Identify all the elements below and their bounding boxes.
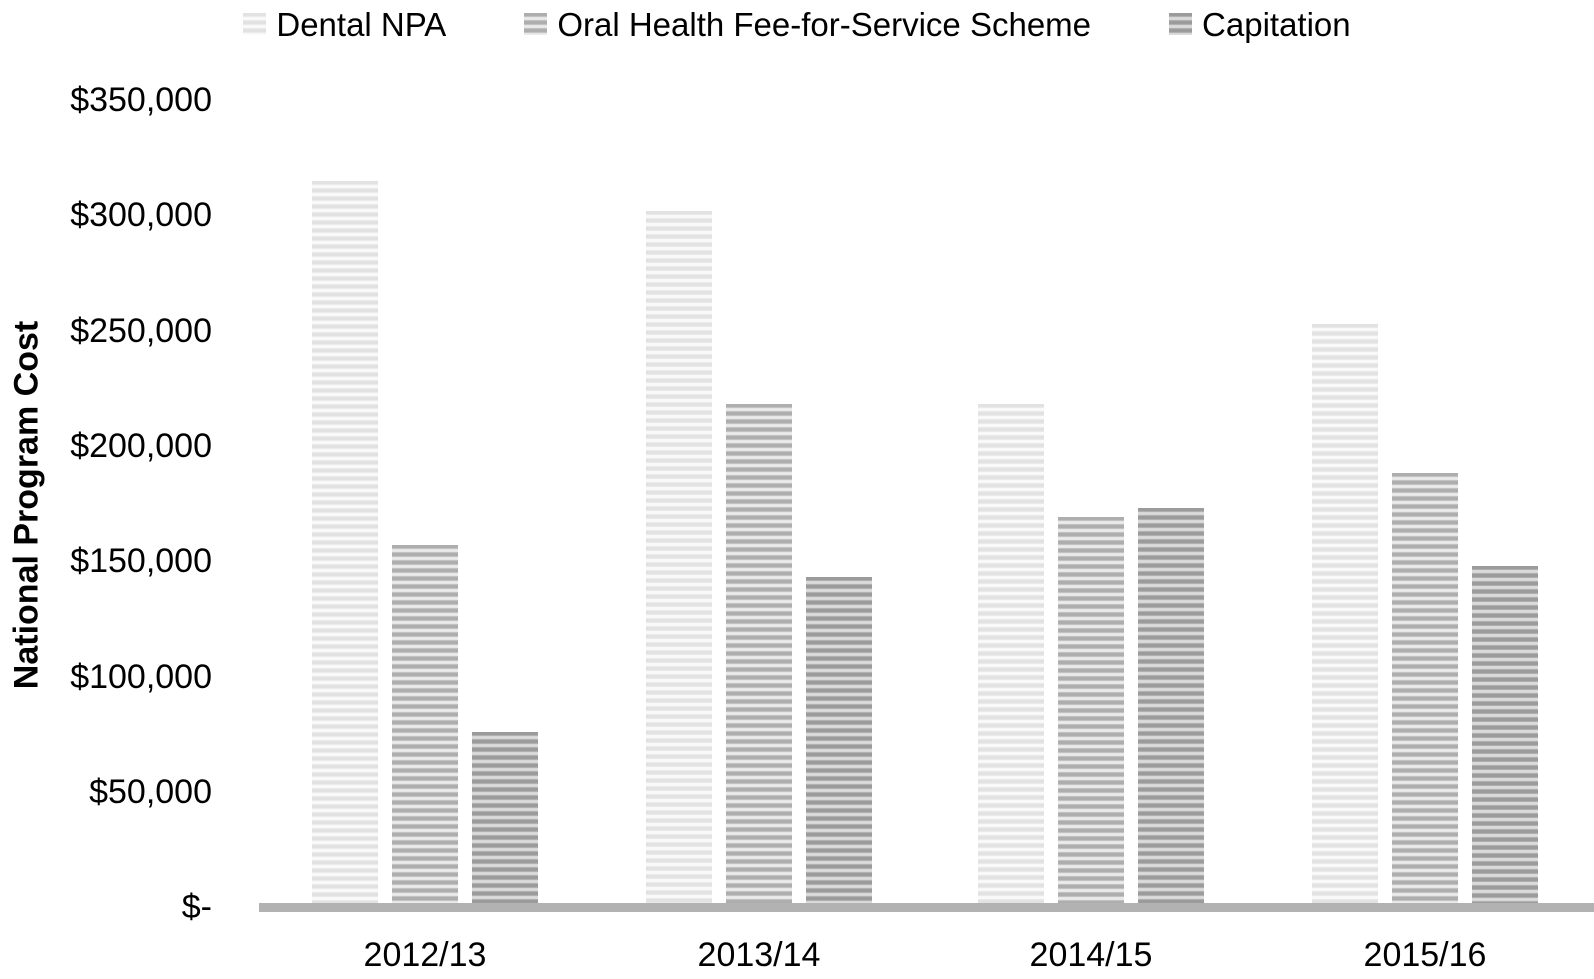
bar-series2-2014-15 [1138, 508, 1204, 907]
y-axis-tick-label: $200,000 [70, 426, 212, 465]
bar-series2-2013-14 [806, 577, 872, 907]
bar-series1-2012-13 [392, 544, 458, 907]
legend-swatch-icon [524, 13, 548, 35]
y-axis-title: National Program Cost [7, 320, 46, 690]
x-axis-label-2012-13: 2012/13 [363, 936, 487, 974]
x-axis-label-2014-15: 2014/15 [1029, 936, 1153, 974]
bar-series0-2014-15 [978, 404, 1044, 907]
x-axis-label-2015-16: 2015/16 [1363, 936, 1487, 974]
legend: Dental NPA Oral Health Fee-for-Service Sc… [0, 2, 1594, 46]
bar-series2-2015-16 [1472, 565, 1538, 907]
y-axis-tick-label: $350,000 [70, 81, 212, 119]
legend-item-1: Oral Health Fee-for-Service Scheme [524, 8, 1091, 41]
legend-label: Dental NPA [276, 5, 447, 43]
y-axis-tick-label: $250,000 [70, 311, 212, 350]
x-axis-label-2013-14: 2013/14 [697, 936, 821, 974]
bar-series0-2012-13 [312, 180, 378, 907]
bar-series1-2013-14 [726, 404, 792, 907]
y-axis-tick-label: $300,000 [70, 196, 212, 235]
legend-item-2: Capitation [1169, 8, 1351, 41]
y-axis-tick-label: $150,000 [70, 542, 212, 581]
bar-series1-2015-16 [1392, 473, 1458, 907]
y-axis-tick-label: $- [181, 888, 212, 927]
legend-item-0: Dental NPA [243, 8, 446, 41]
legend-swatch-icon [243, 13, 267, 35]
y-axis-tick-label: $100,000 [70, 657, 212, 696]
legend-label: Oral Health Fee-for-Service Scheme [557, 5, 1092, 43]
bar-series1-2014-15 [1058, 517, 1124, 907]
y-axis-tick-label: $50,000 [89, 772, 212, 811]
bar-series0-2013-14 [646, 210, 712, 907]
bar-series2-2012-13 [472, 731, 538, 907]
legend-swatch-icon [1169, 13, 1193, 35]
bar-series0-2015-16 [1312, 323, 1378, 907]
x-axis-line [259, 903, 1594, 912]
legend-label: Capitation [1202, 5, 1351, 43]
